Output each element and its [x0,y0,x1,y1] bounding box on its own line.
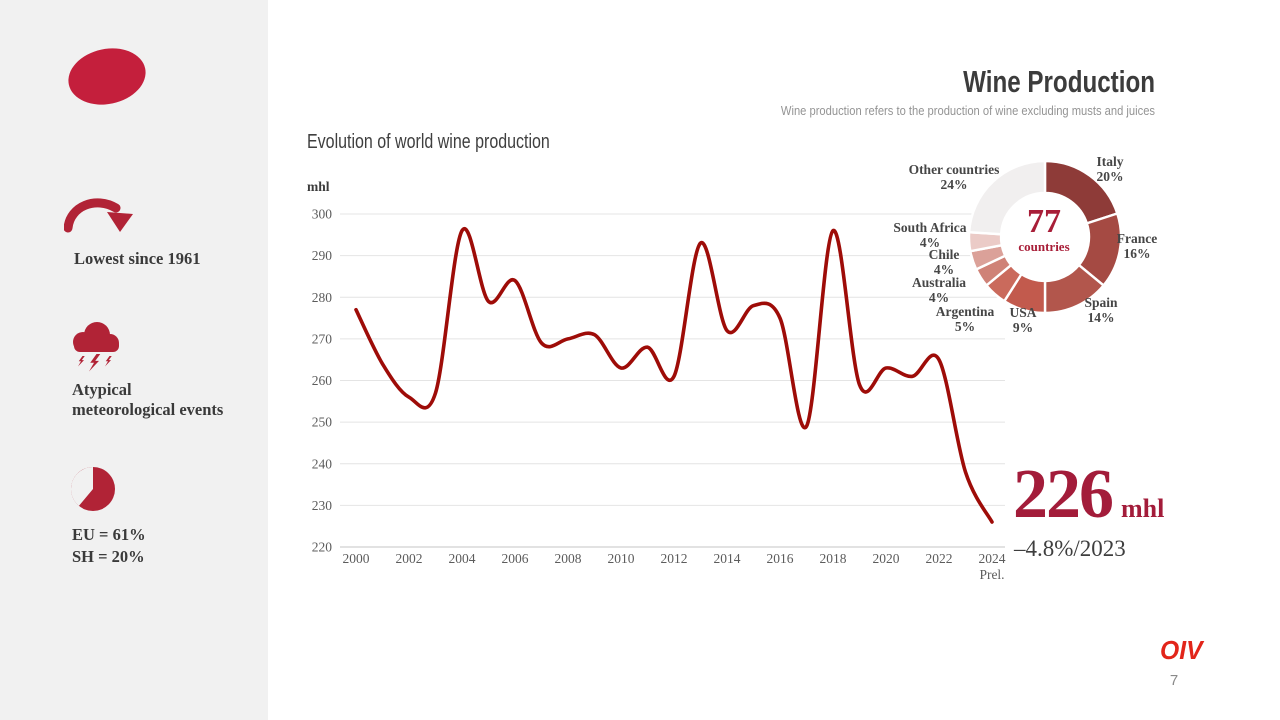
donut-label-australia: Australia 4% [869,275,1009,305]
x-tick-label: 2016 [767,551,794,566]
donut-label-name: Other countries [908,162,1000,177]
donut-label-pct: 4% [928,289,950,305]
page-number: 7 [1169,672,1179,689]
donut-label-name: South Africa [893,220,967,235]
callout-unit: mhl [1121,494,1165,523]
donut-label-pct: 16% [1123,245,1151,261]
oiv-logo: OIV [1160,635,1203,665]
donut-center-value: 77 [1027,203,1061,240]
x-tick-label: 2022 [926,551,953,566]
sidebar-item-line: meteorological events [72,399,224,419]
sidebar-item-line: SH = 20% [72,547,145,566]
donut-label-argentina: Argentina 5% [895,304,1035,334]
donut-label-south-africa: South Africa 4% [860,220,1000,250]
donut-label-pct: 4% [933,261,955,277]
sidebar-item-line: EU = 61% [72,525,146,544]
production-callout: 226 mhl [1013,455,1164,535]
donut-label-other-countries: Other countries 24% [884,162,1024,192]
x-tick-label: 2018 [820,551,847,566]
donut-label-pct: 20% [1096,168,1124,184]
production-line [354,226,994,524]
donut-label-pct: 14% [1087,309,1115,325]
donut-chart [967,159,1123,315]
x-tick-label: 2012 [661,551,688,566]
x-tick-label: 2024 [979,551,1006,566]
x-tick-label: 2008 [555,551,582,566]
sidebar-item-label: Atypical meteorological events [72,380,223,419]
donut-label-usa: USA 9% [953,305,1093,335]
y-tick-label: 280 [312,290,333,305]
sidebar-item-line: Atypical [72,380,132,399]
donut-label-pct: 24% [940,176,968,192]
x-tick-label: 2020 [873,551,900,566]
donut-label-italy: Italy 20% [1040,154,1180,184]
donut-center-label: countries [1018,239,1070,254]
x-tick-label: 2014 [714,551,741,566]
y-tick-label: 270 [312,331,333,346]
x-tick-label: 2002 [396,551,423,566]
donut-label-name: France [1116,231,1158,246]
line-chart-title: Evolution of world wine production [307,131,550,153]
donut-label-spain: Spain 14% [1031,295,1171,325]
page-subtitle: Wine production refers to the production… [780,103,1155,118]
y-tick-label: 260 [312,373,333,388]
donut-slice-other-countries [967,159,1047,236]
donut-label-france: France 16% [1067,231,1207,261]
curved-down-arrow-icon [64,198,133,233]
sidebar: Lowest since 1961 Atypical meteorologica… [0,0,268,720]
x-tick-label: 2006 [502,551,529,566]
line-chart: 220 230 240 250 260 270 280 290 300 2000 2002 2004 2… [312,207,1006,583]
pie-chart-icon [70,467,115,511]
storm-cloud-lightning-icon [73,322,119,372]
donut-label-pct: 4% [919,234,941,250]
sidebar-item-label: Lowest since 1961 [74,249,201,268]
y-axis-unit-label: mhl [307,179,330,194]
callout-change: –4.8%/2023 [1014,536,1126,561]
y-tick-label: 230 [312,498,333,513]
donut-label-name: Chile [928,247,960,262]
donut-label-pct: 5% [954,318,976,334]
donut-label-name: Italy [1096,154,1124,169]
x-tick-label: 2010 [608,551,635,566]
y-tick-label: 250 [312,415,333,430]
donut-label-pct: 9% [1012,319,1034,335]
y-tick-label: 290 [312,248,333,263]
donut-label-name: Australia [912,275,966,290]
donut-label-chile: Chile 4% [874,247,1014,277]
x-tick-note: Prel. [979,567,1004,582]
x-tick-label: 2000 [343,551,370,566]
donut-label-name: Spain [1084,295,1118,310]
x-tick-label: 2004 [449,551,476,566]
page-title: Wine Production [963,64,1155,99]
y-tick-label: 240 [312,456,333,471]
y-tick-label: 220 [312,540,333,555]
sidebar-item-label: EU = 61% SH = 20% [72,524,146,568]
callout-value: 226 [1013,456,1114,533]
donut-label-name: USA [1009,305,1037,320]
donut-label-name: Argentina [935,304,995,319]
y-tick-label: 300 [312,207,333,222]
red-ellipse-logo [63,41,151,112]
